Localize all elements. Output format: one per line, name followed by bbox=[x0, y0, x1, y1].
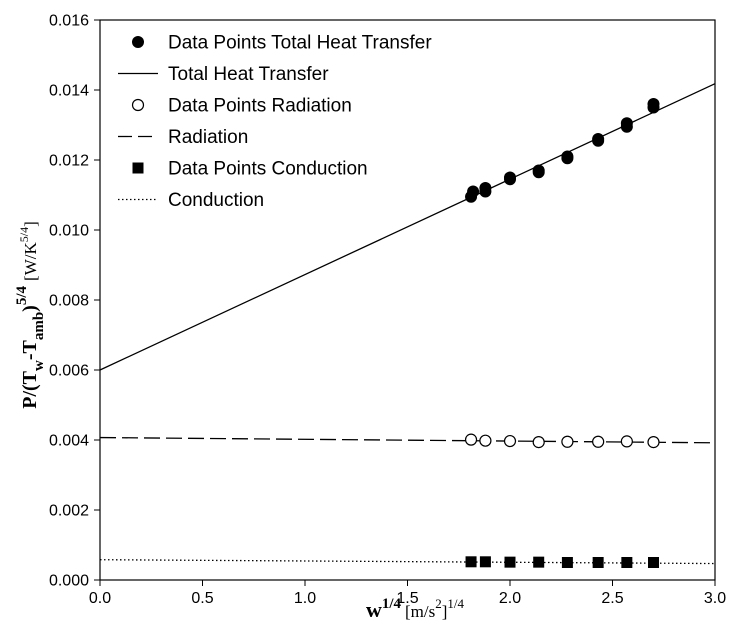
data-points-conduction-marker bbox=[621, 557, 632, 568]
x-axis-title-unit: [m/s bbox=[405, 602, 435, 621]
data-points-conduction-marker bbox=[593, 557, 604, 568]
data-points-radiation-marker bbox=[533, 437, 544, 448]
data-points-total-heat-transfer-marker bbox=[504, 173, 516, 185]
x-axis-title-base: w bbox=[366, 597, 382, 622]
data-points-radiation-marker bbox=[593, 436, 604, 447]
y-tick-label: 0.012 bbox=[49, 153, 89, 170]
data-points-total-heat-transfer-marker bbox=[561, 152, 573, 164]
data-points-total-heat-transfer-marker bbox=[479, 186, 491, 198]
data-points-total-heat-transfer-marker bbox=[467, 186, 479, 198]
plot-markers bbox=[465, 98, 659, 568]
data-points-total-heat-transfer-marker bbox=[648, 98, 660, 110]
data-points-radiation-marker bbox=[480, 435, 491, 446]
y-tick-label: 0.006 bbox=[49, 363, 89, 380]
y-axis-title-close: ) bbox=[19, 305, 41, 312]
plot-lines bbox=[100, 84, 715, 564]
legend-label-data-points-total-heat-transfer: Data Points Total Heat Transfer bbox=[168, 33, 432, 54]
y-tick-label: 0.010 bbox=[49, 223, 89, 240]
data-points-conduction-marker bbox=[533, 557, 544, 568]
data-points-radiation-marker bbox=[621, 436, 632, 447]
legend-symbol-data-points-radiation bbox=[133, 100, 144, 111]
data-points-radiation-marker bbox=[648, 437, 659, 448]
legend-label-data-points-radiation: Data Points Radiation bbox=[168, 96, 352, 117]
y-axis-title-unit: [W/K bbox=[21, 242, 40, 281]
x-tick-label: 2.5 bbox=[601, 590, 623, 607]
data-points-conduction-marker bbox=[480, 556, 491, 567]
y-tick-label: 0.000 bbox=[49, 573, 89, 590]
x-tick-label: 3.0 bbox=[704, 590, 726, 607]
legend-label-data-points-conduction: Data Points Conduction bbox=[168, 159, 368, 180]
data-points-radiation-marker bbox=[505, 436, 516, 447]
legend-label-total-heat-transfer: Total Heat Transfer bbox=[168, 64, 329, 85]
data-points-total-heat-transfer-marker bbox=[621, 117, 633, 129]
y-axis-title-unit-close: ] bbox=[21, 221, 40, 227]
data-points-total-heat-transfer-marker bbox=[592, 133, 604, 145]
x-tick-label: 2.0 bbox=[499, 590, 521, 607]
y-axis-title-sub1: w bbox=[31, 360, 47, 371]
legend-symbol-data-points-total-heat-transfer bbox=[132, 36, 144, 48]
x-axis-title-unit-outer-exp: 1/4 bbox=[447, 596, 464, 611]
x-tick-label: 0.0 bbox=[89, 590, 111, 607]
y-tick-label: 0.016 bbox=[49, 13, 89, 30]
legend: Data Points Total Heat Transfer Total Hea… bbox=[118, 33, 432, 212]
legend-label-conduction: Conduction bbox=[168, 190, 264, 211]
y-tick-label: 0.008 bbox=[49, 293, 89, 310]
data-points-conduction-marker bbox=[505, 557, 516, 568]
y-tick-label: 0.004 bbox=[49, 433, 89, 450]
data-points-radiation-marker bbox=[562, 436, 573, 447]
data-points-radiation-marker bbox=[466, 434, 477, 445]
x-tick-label: 1.0 bbox=[294, 590, 316, 607]
data-points-conduction-marker bbox=[648, 557, 659, 568]
y-tick-label: 0.014 bbox=[49, 83, 89, 100]
x-axis-title-exp: 1/4 bbox=[382, 596, 402, 612]
y-axis-title-unit-exp: 5/4 bbox=[17, 227, 31, 242]
data-points-total-heat-transfer-marker bbox=[533, 166, 545, 178]
y-axis-ticks: 0.000 0.002 0.004 0.006 0.008 0.010 0.012 0.014… bbox=[49, 13, 100, 590]
y-axis-title: P/(Tw-Tamb)5/4[W/K5/4] bbox=[14, 221, 47, 409]
y-tick-label: 0.002 bbox=[49, 503, 89, 520]
legend-label-radiation: Radiation bbox=[168, 127, 248, 148]
y-axis-title-sub2: amb bbox=[31, 312, 47, 340]
legend-symbol-data-points-conduction bbox=[133, 163, 144, 174]
y-axis-title-mid: -T bbox=[19, 339, 41, 360]
data-points-conduction-marker bbox=[562, 557, 573, 568]
data-points-conduction-marker bbox=[466, 556, 477, 567]
x-tick-label: 0.5 bbox=[191, 590, 213, 607]
y-axis-title-exp: 5/4 bbox=[14, 285, 30, 305]
y-axis-title-prefix: P/(T bbox=[19, 370, 41, 408]
